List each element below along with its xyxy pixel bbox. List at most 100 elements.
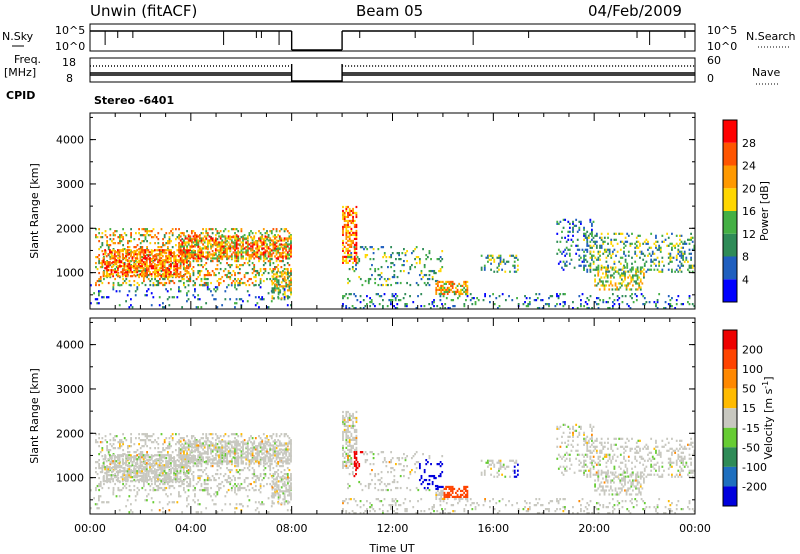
power-cell	[128, 279, 131, 283]
power-cell	[663, 307, 665, 310]
power-cell	[129, 275, 132, 278]
velocity-cell	[285, 472, 288, 476]
power-cell	[621, 301, 624, 304]
power-cell	[382, 256, 385, 259]
power-cell	[179, 273, 182, 276]
power-cell	[597, 252, 600, 255]
velocity-cell	[165, 447, 168, 450]
power-cell	[671, 305, 673, 308]
velocity-cell	[267, 451, 270, 454]
power-cell	[280, 237, 283, 240]
power-cell	[115, 251, 118, 254]
power-cell	[677, 252, 680, 255]
velocity-cell	[290, 447, 292, 450]
power-cell	[243, 275, 246, 279]
power-cell	[169, 257, 172, 260]
power-cell	[186, 294, 188, 297]
power-cell	[208, 228, 211, 231]
power-cell	[680, 240, 683, 243]
power-cell	[509, 254, 511, 257]
velocity-cell	[203, 486, 206, 490]
power-cell	[234, 281, 236, 285]
power-cell	[355, 241, 358, 245]
velocity-cell	[139, 453, 142, 456]
power-cell	[226, 240, 228, 243]
power-cell	[266, 245, 268, 248]
velocity-cell	[141, 433, 144, 436]
power-cell	[282, 247, 284, 250]
power-cell	[99, 265, 102, 269]
power-cell	[176, 259, 179, 262]
power-cell	[227, 235, 230, 238]
power-cell	[256, 241, 259, 244]
power-cell	[343, 225, 346, 229]
power-cell	[114, 250, 117, 253]
power-cell	[369, 258, 372, 261]
power-cell	[688, 264, 691, 267]
velocity-cell	[102, 478, 105, 481]
power-cell	[101, 296, 104, 299]
power-cell	[621, 240, 624, 243]
power-cell	[216, 286, 219, 289]
velocity-cell	[277, 472, 280, 476]
power-cell	[429, 307, 432, 310]
power-cell	[214, 252, 217, 255]
power-cell	[234, 242, 236, 245]
power-cell	[609, 282, 612, 285]
power-cell	[107, 273, 110, 276]
power-cell	[431, 301, 434, 304]
power-cell	[359, 307, 362, 310]
power-cell	[621, 268, 624, 271]
nave-right-tick-bottom: 0	[707, 72, 714, 85]
power-cell	[161, 249, 164, 252]
power-cell	[211, 257, 214, 260]
power-cell	[178, 259, 180, 262]
power-cell	[206, 251, 209, 254]
power-cell	[142, 263, 145, 266]
power-cell	[107, 275, 110, 278]
power-cell	[608, 250, 611, 253]
power-cell	[146, 246, 148, 249]
velocity-cell	[125, 476, 127, 479]
power-cell	[282, 273, 285, 276]
power-cell	[125, 281, 128, 285]
power-cell	[146, 275, 148, 279]
power-cell	[224, 273, 227, 277]
velocity-cell	[206, 482, 209, 486]
power-cell	[101, 263, 104, 267]
power-cell	[345, 229, 348, 233]
velocity-cell	[125, 462, 127, 465]
velocity-cell	[178, 484, 180, 488]
power-cell	[134, 269, 137, 272]
power-cell	[103, 256, 105, 259]
power-cell	[218, 259, 220, 263]
velocity-cell	[95, 488, 97, 492]
power-cell	[517, 303, 520, 306]
velocity-cell	[125, 478, 127, 481]
power-cell	[192, 249, 195, 252]
power-cell	[141, 228, 144, 231]
power-cell	[155, 269, 158, 272]
velocity-cell	[139, 470, 142, 473]
power-cell	[254, 253, 257, 256]
power-cell	[102, 253, 105, 256]
power-cell	[605, 248, 608, 251]
power-cell	[286, 257, 289, 260]
power-cell	[133, 273, 136, 277]
power-cell	[163, 236, 166, 239]
velocity-cell	[138, 478, 141, 482]
velocity-cell	[101, 486, 104, 490]
power-cell	[157, 259, 159, 262]
velocity-cell	[157, 466, 159, 469]
power-cell	[195, 235, 198, 238]
power-cell	[142, 275, 145, 278]
power-cell	[648, 268, 651, 271]
power-cell	[200, 263, 203, 267]
velocity-cell	[107, 453, 110, 456]
velocity-cell	[230, 441, 233, 444]
velocity-cell	[272, 433, 275, 436]
velocity-cell	[95, 461, 97, 464]
velocity-cell	[109, 478, 111, 481]
power-cell	[581, 293, 584, 296]
power-cell	[629, 307, 632, 310]
